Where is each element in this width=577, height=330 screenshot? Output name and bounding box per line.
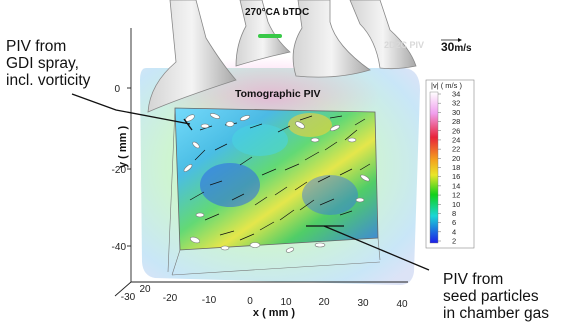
- colorbar-tick-label: 22: [452, 145, 460, 154]
- annotation-seed-line-1: PIV from: [443, 271, 549, 288]
- annotation-spray-line-2: GDI spray,: [6, 55, 90, 72]
- colorbar-tick-label: 18: [452, 163, 460, 172]
- y-axis-label: y ( mm ): [117, 125, 129, 168]
- colorbar-tick-label: 26: [452, 126, 460, 135]
- scale-label: 30m/s: [441, 40, 472, 54]
- y-tick-2: -40: [112, 242, 127, 253]
- x-tick-0: -30: [121, 292, 136, 303]
- tomographic-label: Tomographic PIV: [235, 88, 321, 100]
- colorbar-tick-label: 16: [452, 172, 460, 181]
- annotation-spray-line-3: incl. vorticity: [6, 72, 90, 89]
- colorbar-tick-label: 8: [452, 209, 456, 218]
- colorbar-tick-label: 28: [452, 117, 460, 126]
- figure-title: 270°CA bTDC: [245, 7, 309, 18]
- colorbar-tick-label: 10: [452, 200, 460, 209]
- x-tick-6: 30: [357, 298, 369, 309]
- colorbar-tick-label: 6: [452, 218, 456, 227]
- x-tick-7: 40: [396, 299, 408, 310]
- colorbar-tick-label: 4: [452, 227, 456, 236]
- x-tick-extra: 20: [139, 284, 151, 295]
- annotation-seed-line-3: in chamber gas: [443, 305, 549, 322]
- faint-2d2c-label: 2D2C PIV: [384, 40, 424, 50]
- annotation-seed: PIV from seed particles in chamber gas: [443, 271, 549, 322]
- x-tick-2: -10: [202, 295, 217, 306]
- annotation-spray: PIV from GDI spray, incl. vorticity: [6, 38, 90, 89]
- scale-unit: m/s: [454, 43, 471, 54]
- x-tick-5: 20: [318, 297, 330, 308]
- colorbar-tick-label: 24: [452, 135, 460, 144]
- colorbar-tick-label: 12: [452, 191, 460, 200]
- x-axis-label: x ( mm ): [253, 307, 296, 319]
- colorbar: |v| ( m/s ) 3432302826242220181614121086…: [426, 80, 474, 248]
- colorbar-tick-label: 14: [452, 181, 460, 190]
- colorbar-tick-label: 2: [452, 237, 456, 246]
- colorbar-tick-label: 20: [452, 154, 460, 163]
- colorbar-tick-label: 32: [452, 99, 460, 108]
- annotation-seed-line-2: seed particles: [443, 288, 549, 305]
- colorbar-tick-label: 30: [452, 108, 460, 117]
- colorbar-tick-label: 34: [452, 90, 460, 99]
- x-tick-3: 0: [247, 296, 253, 307]
- scale-value: 30: [441, 40, 454, 54]
- y-tick-0: 0: [114, 84, 120, 95]
- injector-band: [258, 34, 282, 38]
- x-tick-1: -20: [163, 293, 178, 304]
- annotation-spray-line-1: PIV from: [6, 38, 90, 55]
